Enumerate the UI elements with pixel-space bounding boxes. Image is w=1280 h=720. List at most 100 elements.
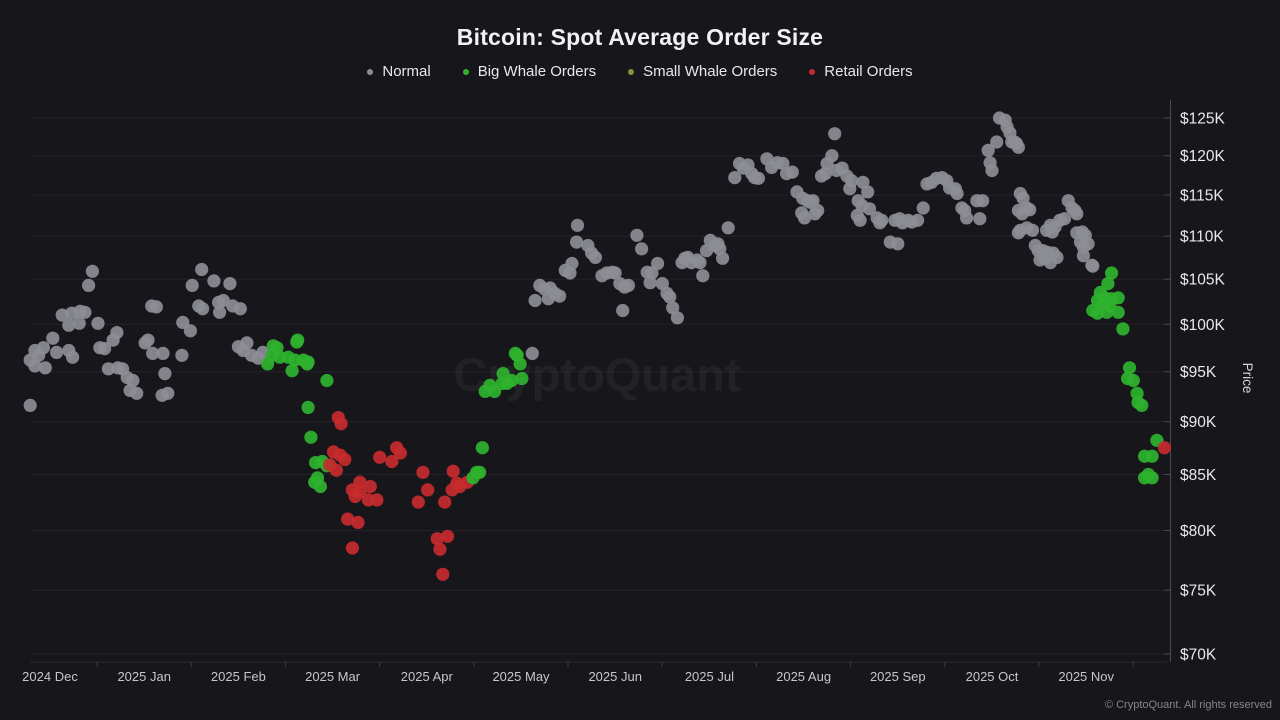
data-point [23, 398, 37, 412]
data-point [608, 266, 622, 280]
data-point [1011, 140, 1025, 154]
x-tick-label: 2025 Jan [117, 669, 171, 684]
data-point [853, 213, 867, 227]
data-point [663, 290, 677, 304]
y-tick-label: $100K [1180, 317, 1225, 334]
data-point [630, 228, 644, 242]
data-point [1101, 277, 1115, 291]
data-point [158, 367, 172, 381]
y-tick-label: $80K [1180, 523, 1217, 540]
data-point [1033, 253, 1047, 267]
data-point [1111, 291, 1125, 305]
x-tick-label: 2025 Sep [870, 669, 926, 684]
data-point [1145, 471, 1159, 485]
data-point [981, 143, 995, 157]
data-point [363, 479, 377, 494]
legend-item-retail-orders[interactable]: Retail Orders [809, 63, 913, 80]
data-point [515, 371, 529, 386]
data-point [976, 194, 990, 208]
data-point [213, 305, 227, 319]
y-tick-label: $120K [1180, 148, 1225, 165]
data-point [1157, 441, 1171, 455]
data-point [828, 127, 842, 141]
data-point [716, 251, 730, 265]
data-point [693, 256, 707, 270]
data-point [46, 331, 60, 345]
data-point [1135, 398, 1149, 412]
data-point [416, 465, 430, 479]
data-point [785, 165, 799, 179]
data-point [513, 357, 527, 371]
legend-dot-icon [367, 68, 374, 75]
data-point [313, 479, 327, 494]
data-point [1025, 223, 1040, 237]
data-point [616, 303, 630, 318]
data-point [875, 213, 889, 227]
data-point [110, 326, 124, 340]
data-point [78, 305, 92, 319]
data-point [1023, 203, 1037, 217]
data-point [751, 171, 766, 185]
data-point [91, 316, 105, 330]
data-point [146, 346, 160, 360]
data-point [438, 495, 452, 509]
data-point [176, 315, 190, 329]
data-point [421, 483, 435, 497]
data-point [373, 450, 387, 464]
x-tick-label: 2025 Jul [685, 669, 734, 684]
data-point [141, 333, 155, 347]
data-point [505, 373, 519, 388]
legend-dot-icon [462, 68, 469, 75]
x-tick-label: 2025 Oct [966, 669, 1019, 684]
data-point [285, 364, 299, 378]
x-tick-label: 2025 May [492, 669, 550, 684]
data-point [149, 300, 163, 314]
legend-item-small-whale-orders[interactable]: Small Whale Orders [628, 63, 777, 80]
data-point [911, 213, 925, 227]
data-point [320, 373, 334, 388]
data-point [28, 359, 42, 373]
data-point [175, 348, 189, 362]
data-point [1126, 373, 1140, 388]
y-tick-label: $90K [1180, 414, 1217, 431]
data-point [36, 341, 51, 355]
legend-item-label: Small Whale Orders [643, 63, 778, 80]
data-point [651, 256, 665, 271]
data-point [553, 289, 567, 303]
y-tick-label: $85K [1180, 467, 1217, 484]
data-point [1045, 225, 1059, 239]
data-point [728, 171, 742, 185]
y-tick-label: $95K [1180, 364, 1217, 381]
legend-item-label: Normal [382, 63, 431, 80]
data-point [621, 278, 636, 292]
data-point [353, 485, 367, 499]
y-tick-label: $110K [1180, 229, 1224, 246]
data-point [565, 256, 579, 271]
data-point [985, 163, 999, 178]
data-point [635, 242, 649, 256]
legend-item-big-whale-orders[interactable]: Big Whale Orders [462, 63, 596, 80]
data-point [1111, 305, 1125, 319]
data-point [351, 515, 365, 530]
data-point [393, 446, 407, 460]
data-point [528, 293, 542, 308]
data-point [655, 277, 669, 291]
data-point [85, 264, 99, 278]
data-point [797, 211, 812, 225]
data-point [1086, 259, 1100, 273]
data-point [385, 454, 399, 469]
data-point [1116, 322, 1130, 336]
data-point [845, 174, 859, 188]
data-point [185, 278, 199, 292]
data-point [570, 235, 584, 249]
data-point [161, 386, 175, 400]
legend-item-normal[interactable]: Normal [367, 63, 431, 80]
data-point [990, 135, 1004, 149]
y-tick-label: $105K [1180, 272, 1225, 289]
data-point [1011, 226, 1025, 240]
chart-title: Bitcoin: Spot Average Order Size [456, 24, 824, 50]
data-point [233, 302, 247, 316]
data-point [301, 355, 315, 369]
data-point [301, 400, 315, 414]
